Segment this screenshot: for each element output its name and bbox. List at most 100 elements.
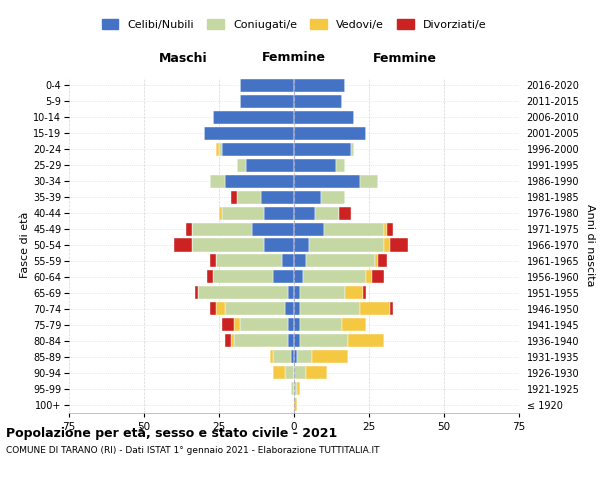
Bar [288,286,294,300]
Bar [213,111,294,124]
Bar [294,79,345,92]
Bar [252,222,294,235]
Bar [294,174,360,188]
Text: COMUNE DI TARANO (RI) - Dati ISTAT 1° gennaio 2021 - Elaborazione TUTTITALIA.IT: COMUNE DI TARANO (RI) - Dati ISTAT 1° ge… [6,446,380,455]
Bar [225,174,294,188]
Text: Maschi: Maschi [158,52,208,64]
Bar [264,206,294,220]
Bar [297,382,300,395]
Text: Popolazione per età, sesso e stato civile - 2021: Popolazione per età, sesso e stato civil… [6,428,337,440]
Bar [390,302,393,316]
Bar [375,254,378,268]
Bar [306,254,375,268]
Bar [186,222,192,235]
Bar [210,174,225,188]
Bar [366,270,372,283]
Bar [294,190,321,203]
Bar [219,142,222,156]
Bar [294,270,303,283]
Bar [384,222,387,235]
Bar [348,334,384,347]
Bar [240,95,294,108]
Bar [321,190,345,203]
Bar [294,127,366,140]
Bar [387,222,393,235]
Bar [216,254,282,268]
Y-axis label: Fasce di età: Fasce di età [20,212,30,278]
Bar [342,318,366,332]
Bar [174,238,192,252]
Bar [294,222,324,235]
Bar [306,366,327,379]
Bar [294,286,300,300]
Bar [222,142,294,156]
Bar [336,158,345,172]
Bar [210,302,216,316]
Bar [222,206,264,220]
Bar [225,334,231,347]
Bar [294,334,300,347]
Bar [294,111,354,124]
Bar [240,79,294,92]
Bar [219,206,222,220]
Bar [285,366,294,379]
Bar [300,286,345,300]
Bar [363,286,366,300]
Bar [315,206,339,220]
Bar [294,142,351,156]
Bar [216,302,225,316]
Bar [300,302,360,316]
Bar [192,222,252,235]
Bar [339,206,351,220]
Bar [240,318,288,332]
Bar [384,238,390,252]
Bar [285,302,294,316]
Bar [234,334,288,347]
Bar [270,350,273,363]
Bar [300,334,348,347]
Bar [213,270,273,283]
Bar [294,238,309,252]
Bar [303,270,366,283]
Bar [237,190,261,203]
Text: Femmine: Femmine [262,51,326,64]
Bar [204,127,294,140]
Bar [300,318,342,332]
Bar [195,286,198,300]
Bar [291,382,294,395]
Bar [294,318,300,332]
Bar [273,270,294,283]
Bar [198,286,288,300]
Bar [237,158,246,172]
Bar [291,350,294,363]
Bar [273,366,285,379]
Bar [294,382,297,395]
Bar [297,350,312,363]
Bar [234,318,240,332]
Bar [261,190,294,203]
Bar [231,334,234,347]
Bar [294,350,297,363]
Bar [294,398,297,411]
Bar [231,190,237,203]
Bar [294,366,306,379]
Bar [345,286,363,300]
Y-axis label: Anni di nascita: Anni di nascita [585,204,595,286]
Bar [324,222,384,235]
Bar [210,254,216,268]
Bar [378,254,387,268]
Bar [222,318,234,332]
Text: Femmine: Femmine [373,52,437,64]
Bar [216,142,219,156]
Bar [360,302,390,316]
Bar [312,350,348,363]
Bar [372,270,384,283]
Bar [207,270,213,283]
Bar [288,334,294,347]
Bar [309,238,384,252]
Bar [360,174,378,188]
Bar [273,350,291,363]
Bar [351,142,354,156]
Legend: Celibi/Nubili, Coniugati/e, Vedovi/e, Divorziati/e: Celibi/Nubili, Coniugati/e, Vedovi/e, Di… [102,20,486,30]
Bar [294,158,336,172]
